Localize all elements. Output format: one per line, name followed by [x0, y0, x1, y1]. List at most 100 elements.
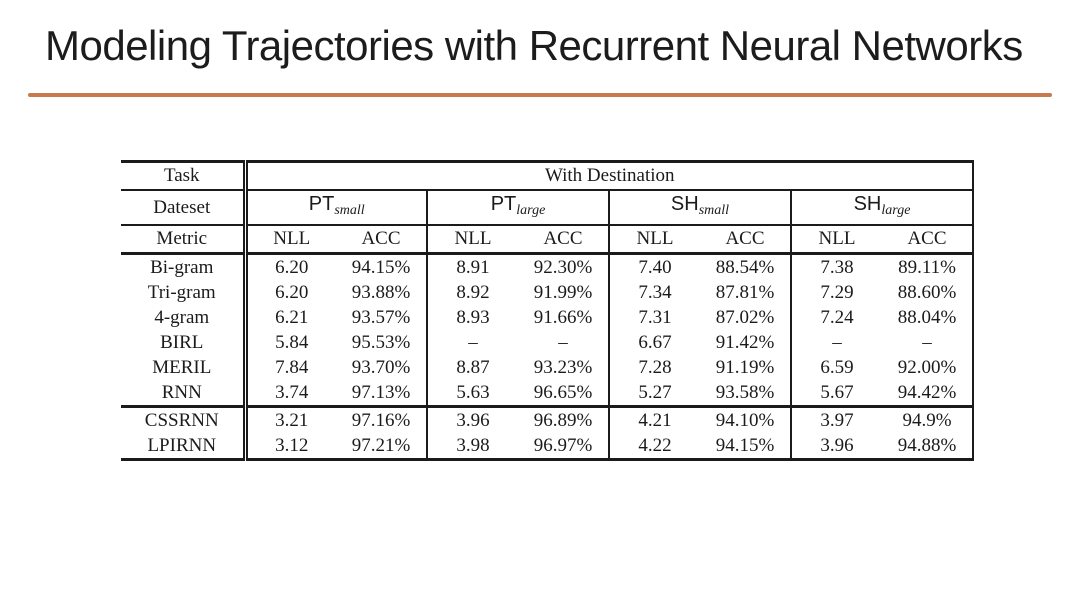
dataset-group-name: PT — [308, 193, 335, 215]
results-table: Task With Destination Dateset PTsmall PT… — [121, 160, 974, 461]
results-table-header: Task With Destination Dateset PTsmall PT… — [121, 161, 973, 255]
value-cell: 93.88% — [336, 280, 428, 305]
dataset-group-pt-small: PTsmall — [245, 190, 428, 226]
model-name-cell: Tri-gram — [121, 280, 248, 305]
value-cell: 91.42% — [700, 330, 792, 355]
value-cell: 7.34 — [638, 282, 672, 303]
dataset-group-name: SH — [670, 193, 699, 215]
metric-header-acc: ACC — [882, 225, 973, 255]
value-cell: 6.20 — [275, 282, 309, 303]
value-cell: 96.97% — [518, 433, 610, 460]
table-row: MERIL 7.84 93.70% 8.87 93.23% 7.28 91.19% 6.59 9… — [121, 355, 973, 380]
metric-header-nll: NLL — [245, 225, 336, 255]
model-name-cell: MERIL — [121, 355, 248, 380]
model-name-cell: BIRL — [121, 330, 248, 355]
value-cell: – — [468, 332, 478, 353]
value-cell: 97.13% — [336, 380, 428, 407]
proposed-rows-section: CSSRNN 3.21 97.16% 3.96 96.89% 4.21 94.10% 3.97… — [121, 405, 973, 460]
value-cell: 92.30% — [518, 253, 610, 280]
value-cell: 4.22 — [638, 435, 672, 456]
value-cell: 7.24 — [820, 307, 854, 328]
value-cell: 93.70% — [336, 355, 428, 380]
value-cell: 96.89% — [518, 405, 610, 433]
value-cell: 6.67 — [638, 332, 672, 353]
value-cell: 94.15% — [700, 433, 792, 460]
value-cell: 7.31 — [638, 307, 672, 328]
dataset-group-pt-large: PTlarge — [427, 190, 610, 226]
value-cell: 5.84 — [275, 332, 309, 353]
value-cell: 8.93 — [456, 307, 490, 328]
dataset-group-subscript: small — [698, 203, 730, 218]
dataset-group-name: SH — [853, 193, 882, 215]
dataset-group-subscript: large — [881, 203, 911, 218]
value-cell: 6.21 — [275, 307, 309, 328]
table-row: LPIRNN 3.12 97.21% 3.98 96.97% 4.22 94.15% 3.96… — [121, 433, 973, 460]
model-name-cell: CSSRNN — [121, 405, 248, 433]
value-cell: 87.02% — [700, 305, 792, 330]
baseline-rows-section: Bi-gram 6.20 94.15% 8.91 92.30% 7.40 88.54% 7.3… — [121, 253, 973, 407]
value-cell: 5.63 — [456, 382, 490, 403]
model-name-cell: Bi-gram — [121, 253, 248, 280]
metric-row-label: Metric — [121, 225, 248, 255]
dataset-group-subscript: large — [516, 203, 546, 218]
dataset-group-name: PT — [490, 193, 517, 215]
value-cell: 3.21 — [245, 405, 336, 433]
value-cell: 6.20 — [275, 257, 309, 278]
metric-header-acc: ACC — [336, 225, 428, 255]
value-cell: 92.00% — [897, 357, 957, 378]
value-cell: 3.98 — [456, 435, 490, 456]
value-cell: 8.87 — [456, 357, 490, 378]
value-cell: 3.96 — [427, 405, 518, 433]
metric-header-acc: ACC — [518, 225, 610, 255]
value-cell: 95.53% — [336, 330, 428, 355]
value-cell: 7.84 — [275, 357, 309, 378]
value-cell: 94.10% — [700, 405, 792, 433]
value-cell: 7.40 — [638, 257, 672, 278]
value-cell: 5.67 — [820, 382, 854, 403]
value-cell: 3.96 — [820, 435, 854, 456]
results-table-container: Task With Destination Dateset PTsmall PT… — [121, 160, 974, 461]
table-row: Tri-gram 6.20 93.88% 8.92 91.99% 7.34 87.81% 7.… — [121, 280, 973, 305]
metric-header-nll: NLL — [609, 225, 700, 255]
value-cell: 5.27 — [638, 382, 672, 403]
metric-header-nll: NLL — [791, 225, 882, 255]
value-cell: 91.66% — [518, 305, 610, 330]
value-cell: 97.21% — [336, 433, 428, 460]
value-cell: 4.21 — [609, 405, 700, 433]
dataset-group-sh-small: SHsmall — [609, 190, 792, 226]
value-cell: – — [922, 332, 932, 353]
value-cell: 8.92 — [456, 282, 490, 303]
value-cell: – — [518, 330, 610, 355]
slide-title: Modeling Trajectories with Recurrent Neu… — [45, 22, 1023, 69]
model-name-cell: LPIRNN — [121, 433, 248, 460]
value-cell: 97.16% — [336, 405, 428, 433]
dataset-row-label: Dateset — [121, 190, 248, 226]
value-cell: 88.60% — [897, 282, 957, 303]
value-cell: 88.54% — [700, 253, 792, 280]
value-cell: – — [832, 332, 842, 353]
dataset-group-sh-large: SHlarge — [791, 190, 973, 226]
value-cell: 3.12 — [275, 435, 309, 456]
value-cell: 93.58% — [700, 380, 792, 407]
value-cell: 3.74 — [275, 382, 309, 403]
value-cell: 93.57% — [336, 305, 428, 330]
value-cell: 88.04% — [897, 307, 957, 328]
value-cell: 94.9% — [882, 405, 973, 433]
table-row: Bi-gram 6.20 94.15% 8.91 92.30% 7.40 88.54% 7.3… — [121, 253, 973, 280]
metric-row: Metric NLL ACC NLL ACC NLL ACC NLL ACC — [121, 225, 973, 255]
dataset-group-subscript: small — [334, 203, 365, 218]
value-cell: 91.19% — [700, 355, 792, 380]
task-row: Task With Destination — [121, 161, 973, 191]
value-cell: 89.11% — [898, 257, 956, 278]
title-underline-rule — [28, 93, 1052, 97]
task-row-value: With Destination — [245, 161, 973, 191]
model-name-cell: 4-gram — [121, 305, 248, 330]
dataset-row: Dateset PTsmall PTlarge SHsmall SHlarge — [121, 190, 973, 226]
value-cell: 6.59 — [820, 357, 854, 378]
value-cell: 3.97 — [791, 405, 882, 433]
value-cell: 87.81% — [700, 280, 792, 305]
value-cell: 94.88% — [897, 435, 957, 456]
table-row: BIRL 5.84 95.53% – – 6.67 91.42% – – — [121, 330, 973, 355]
value-cell: 7.29 — [820, 282, 854, 303]
